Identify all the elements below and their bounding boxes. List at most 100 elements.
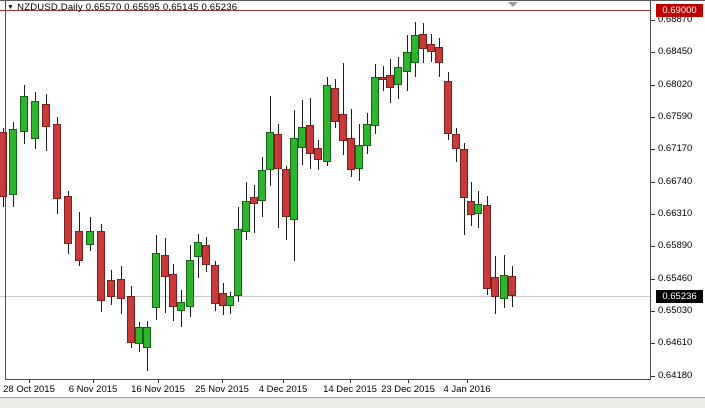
price-tick-mark bbox=[651, 52, 655, 53]
price-tick-mark bbox=[651, 311, 655, 312]
candle[interactable] bbox=[250, 196, 258, 204]
candle[interactable] bbox=[135, 326, 143, 345]
candle-wick[interactable] bbox=[277, 123, 279, 228]
date-tick-mark bbox=[158, 380, 159, 383]
candle[interactable] bbox=[403, 51, 411, 72]
candle[interactable] bbox=[75, 231, 83, 262]
price-tick-mark bbox=[651, 246, 655, 247]
date-tick-label: 28 Oct 2015 bbox=[3, 384, 55, 395]
candle[interactable] bbox=[323, 85, 331, 162]
date-tick-mark bbox=[283, 380, 284, 383]
candle[interactable] bbox=[0, 132, 7, 197]
candle[interactable] bbox=[394, 67, 402, 86]
date-tick-label: 16 Nov 2015 bbox=[131, 384, 185, 395]
candle[interactable] bbox=[314, 148, 322, 160]
price-tick-mark bbox=[651, 20, 655, 21]
candle[interactable] bbox=[234, 228, 242, 296]
candle[interactable] bbox=[31, 101, 39, 140]
price-tick-label: 0.66310 bbox=[658, 208, 693, 219]
candle[interactable] bbox=[107, 280, 115, 298]
candle[interactable] bbox=[258, 170, 266, 201]
candle[interactable] bbox=[306, 124, 314, 154]
date-tick-label: 6 Nov 2015 bbox=[68, 384, 118, 395]
price-tick-mark bbox=[651, 117, 655, 118]
candle[interactable] bbox=[452, 133, 460, 150]
resistance-price-badge: 0.69000 bbox=[656, 4, 703, 17]
candle[interactable] bbox=[127, 295, 135, 343]
chart-shift-marker-icon[interactable] bbox=[508, 2, 518, 7]
price-tick-label: 0.65890 bbox=[658, 240, 693, 251]
candle-wick[interactable] bbox=[253, 184, 255, 233]
candle[interactable] bbox=[339, 114, 347, 141]
chevron-down-icon: ▼ bbox=[7, 4, 15, 11]
candle[interactable] bbox=[435, 46, 443, 64]
candle[interactable] bbox=[386, 75, 394, 89]
date-tick-label: 23 Dec 2015 bbox=[381, 384, 435, 395]
price-axis[interactable]: 0.69000 0.65236 0.68870 0.68450 0.68020 0.6… bbox=[651, 0, 705, 381]
date-tick-mark bbox=[467, 380, 468, 383]
candle[interactable] bbox=[274, 133, 282, 169]
current-price-badge: 0.65236 bbox=[656, 290, 703, 303]
candle[interactable] bbox=[169, 273, 177, 307]
candle[interactable] bbox=[143, 326, 151, 348]
price-tick-mark bbox=[651, 343, 655, 344]
candle[interactable] bbox=[483, 205, 491, 289]
candle[interactable] bbox=[211, 265, 219, 304]
candle[interactable] bbox=[97, 231, 105, 301]
price-tick-mark bbox=[651, 85, 655, 86]
price-tick-mark bbox=[651, 182, 655, 183]
candle[interactable] bbox=[86, 231, 94, 245]
candle-wick[interactable] bbox=[342, 62, 344, 156]
candle[interactable] bbox=[20, 95, 28, 133]
price-tick-label: 0.66740 bbox=[658, 176, 693, 187]
time-axis[interactable]: 28 Oct 2015 6 Nov 2015 16 Nov 2015 25 Nov 2… bbox=[0, 380, 705, 397]
candle[interactable] bbox=[474, 203, 482, 214]
candle[interactable] bbox=[508, 275, 516, 296]
candle[interactable] bbox=[152, 253, 160, 309]
date-tick-mark bbox=[222, 380, 223, 383]
date-tick-mark bbox=[408, 380, 409, 383]
candle[interactable] bbox=[53, 123, 61, 200]
candle[interactable] bbox=[363, 123, 371, 146]
price-tick-label: 0.68450 bbox=[658, 46, 693, 57]
candle[interactable] bbox=[117, 278, 125, 300]
candle[interactable] bbox=[371, 76, 379, 126]
candle[interactable] bbox=[177, 301, 185, 312]
candle[interactable] bbox=[194, 242, 202, 257]
candle[interactable] bbox=[500, 275, 508, 299]
symbol-ohlc-label: ▼ NZDUSD,Daily 0.65570 0.65595 0.65145 0.… bbox=[7, 2, 237, 13]
candle[interactable] bbox=[202, 245, 210, 266]
price-tick-mark bbox=[651, 279, 655, 280]
date-tick-label: 4 Jan 2016 bbox=[443, 384, 491, 395]
candlestick-plot-area[interactable] bbox=[0, 0, 651, 380]
candle[interactable] bbox=[161, 254, 169, 277]
candle[interactable] bbox=[411, 35, 419, 64]
candle[interactable] bbox=[355, 145, 363, 169]
candle[interactable] bbox=[427, 43, 435, 52]
candle[interactable] bbox=[42, 104, 50, 128]
price-tick-label: 0.68870 bbox=[658, 14, 693, 25]
price-tick-label: 0.67590 bbox=[658, 111, 693, 122]
candle[interactable] bbox=[186, 259, 194, 307]
candle[interactable] bbox=[298, 127, 306, 149]
candle[interactable] bbox=[444, 81, 452, 134]
candle[interactable] bbox=[9, 128, 17, 196]
candle[interactable] bbox=[266, 132, 274, 171]
candle[interactable] bbox=[460, 149, 468, 199]
candle[interactable] bbox=[347, 137, 355, 170]
candle[interactable] bbox=[242, 201, 250, 232]
candle[interactable] bbox=[491, 276, 499, 298]
candle[interactable] bbox=[282, 168, 290, 218]
candle[interactable] bbox=[226, 295, 234, 307]
date-tick-mark bbox=[350, 380, 351, 383]
candle[interactable] bbox=[290, 138, 298, 221]
date-tick-mark bbox=[29, 380, 30, 383]
date-tick-label: 4 Dec 2015 bbox=[258, 384, 308, 395]
price-tick-label: 0.67170 bbox=[658, 143, 693, 154]
window-top-border bbox=[0, 0, 705, 1]
candle[interactable] bbox=[419, 33, 427, 49]
candle[interactable] bbox=[331, 88, 339, 122]
price-tick-mark bbox=[651, 214, 655, 215]
date-tick-label: 14 Dec 2015 bbox=[323, 384, 377, 395]
candle[interactable] bbox=[64, 196, 72, 244]
